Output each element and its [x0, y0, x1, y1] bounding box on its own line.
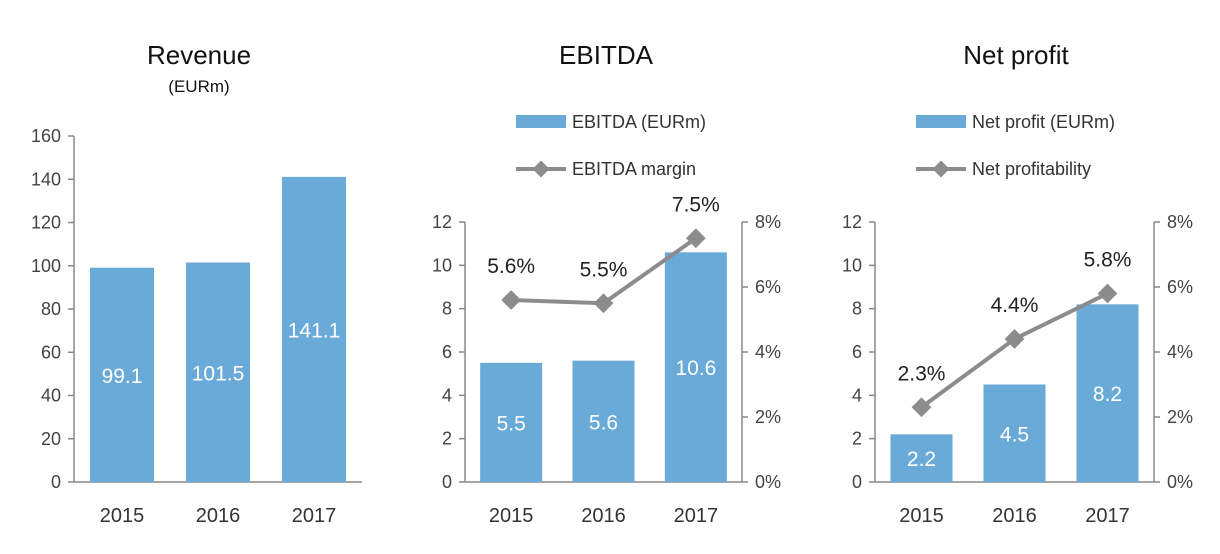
ebitda-y-tick-label: 2: [442, 429, 452, 449]
revenue-bar-value-label: 141.1: [288, 319, 341, 342]
revenue-y-tick-label: 160: [31, 126, 61, 146]
revenue-x-tick-label: 2015: [100, 505, 145, 527]
net-profit-bar: [890, 434, 953, 482]
revenue-y-tick-label: 140: [31, 169, 61, 189]
net-profit-y2-tick-label: 8%: [1167, 212, 1193, 232]
revenue-y-tick-label: 40: [41, 386, 61, 406]
ebitda-bar-value-label: 5.6: [589, 411, 618, 434]
net-profit-x-tick-label: 2015: [899, 505, 944, 527]
net-profit-legend-line-label: Net profitability: [972, 159, 1091, 179]
net-profit-legend: Net profit (EURm) Net profitability: [916, 112, 1115, 179]
ebitda-legend-line-label: EBITDA margin: [572, 159, 696, 179]
net-profit-y-tick-label: 0: [852, 472, 862, 492]
ebitda-legend-bar-label: EBITDA (EURm): [572, 112, 706, 132]
net-profit-line-marker: [911, 397, 932, 418]
ebitda-line-marker: [501, 290, 522, 310]
revenue-y-tick-label: 80: [41, 299, 61, 319]
revenue-chart: Revenue (EURm) 0 20 40 60 80 100 120 140 160 99.1…: [31, 40, 362, 527]
net-profit-legend-diamond-marker: [932, 160, 950, 178]
revenue-y-tick-label: 60: [41, 342, 61, 362]
net-profit-y-tick-label: 2: [852, 429, 862, 449]
net-profit-legend-bar-label: Net profit (EURm): [972, 112, 1115, 132]
ebitda-legend-bar-swatch: [516, 115, 566, 128]
ebitda-bar: [664, 252, 727, 482]
ebitda-y2-tick-label: 6%: [755, 277, 781, 297]
ebitda-line-marker: [593, 293, 614, 314]
net-profit-line-value-label: 2.3%: [898, 362, 946, 385]
ebitda-x-tick-label: 2016: [581, 505, 626, 527]
ebitda-y-tick-label: 0: [442, 472, 452, 492]
net-profit-x-tick-label: 2017: [1085, 505, 1130, 527]
net-profit-y2-tick-label: 2%: [1167, 407, 1193, 427]
ebitda-y-tick-label: 6: [442, 342, 452, 362]
net-profit-line-value-label: 5.8%: [1084, 249, 1132, 272]
revenue-bar-value-label: 101.5: [192, 362, 245, 385]
net-profit-y-tick-label: 6: [852, 342, 862, 362]
revenue-bar: [282, 176, 346, 482]
net-profit-chart: Net profit Net profit (EURm) Net profita…: [842, 40, 1193, 527]
revenue-bar: [90, 267, 154, 482]
ebitda-legend: EBITDA (EURm) EBITDA margin: [516, 112, 706, 179]
revenue-y-tick-label: 100: [31, 256, 61, 276]
ebitda-y2-tick-label: 8%: [755, 212, 781, 232]
ebitda-line-value-label: 5.6%: [487, 255, 535, 278]
revenue-y-tick-label: 20: [41, 429, 61, 449]
ebitda-y-tick-label: 4: [442, 385, 452, 405]
revenue-x-tick-label: 2016: [196, 505, 241, 527]
net-profit-y-tick-label: 8: [852, 299, 862, 319]
ebitda-y-tick-label: 10: [432, 255, 452, 275]
ebitda-y2-tick-label: 0%: [755, 472, 781, 492]
net-profit-x-tick-label: 2016: [992, 505, 1037, 527]
net-profit-bar: [1076, 304, 1139, 482]
ebitda-chart-title: EBITDA: [559, 40, 654, 70]
revenue-chart-title: Revenue: [147, 40, 251, 70]
net-profit-legend-bar-swatch: [916, 115, 966, 128]
revenue-y-tick-label: 0: [51, 472, 61, 492]
net-profit-y2-tick-label: 4%: [1167, 342, 1193, 362]
ebitda-bar: [480, 362, 543, 482]
net-profit-bar-value-label: 4.5: [1000, 423, 1029, 446]
ebitda-bar-value-label: 5.5: [497, 412, 526, 435]
ebitda-legend-diamond-marker: [532, 160, 550, 178]
net-profit-line-marker: [1004, 329, 1025, 349]
ebitda-x-tick-label: 2017: [674, 505, 719, 527]
net-profit-y2-tick-label: 0%: [1167, 472, 1193, 492]
net-profit-chart-title: Net profit: [963, 40, 1069, 70]
ebitda-x-tick-label: 2015: [489, 505, 534, 527]
ebitda-y2-tick-label: 4%: [755, 342, 781, 362]
ebitda-plot: 0 2 4 6 8 10 12 5.5 2015 5.6 2016 10.6 2017 0% 2% 4% 6% 8…: [432, 193, 781, 527]
ebitda-line-value-label: 5.5%: [580, 258, 628, 281]
net-profit-line-marker: [1097, 283, 1118, 304]
revenue-plot: 0 20 40 60 80 100 120 140 160 99.1 2015 101.5 2016 14…: [31, 126, 362, 527]
net-profit-bar-value-label: 8.2: [1093, 383, 1122, 406]
ebitda-line-value-label: 7.5%: [672, 193, 720, 216]
net-profit-line-value-label: 4.4%: [991, 294, 1039, 317]
revenue-bar: [186, 262, 250, 482]
revenue-bar-value-label: 99.1: [102, 365, 143, 388]
net-profit-y2-tick-label: 6%: [1167, 277, 1193, 297]
ebitda-y-tick-label: 8: [442, 299, 452, 319]
ebitda-bar: [572, 360, 635, 482]
net-profit-plot: 0 2 4 6 8 10 12 2.2 2015 4.5 2016 8.2 2017 0% 2% 4% 6% 8%…: [842, 212, 1193, 527]
net-profit-y-tick-label: 12: [842, 212, 862, 232]
revenue-y-tick-label: 120: [31, 213, 61, 233]
net-profit-bar-value-label: 2.2: [907, 448, 936, 471]
revenue-x-tick-label: 2017: [292, 505, 337, 527]
net-profit-bar: [983, 384, 1046, 482]
ebitda-chart: EBITDA EBITDA (EURm) EBITDA margin 0 2 4 6 8…: [432, 40, 781, 527]
net-profit-y-tick-label: 4: [852, 385, 862, 405]
ebitda-bar-value-label: 10.6: [675, 357, 716, 380]
net-profit-y-tick-label: 10: [842, 255, 862, 275]
ebitda-y2-tick-label: 2%: [755, 407, 781, 427]
revenue-chart-subtitle: (EURm): [168, 77, 229, 96]
ebitda-y-tick-label: 12: [432, 212, 452, 232]
